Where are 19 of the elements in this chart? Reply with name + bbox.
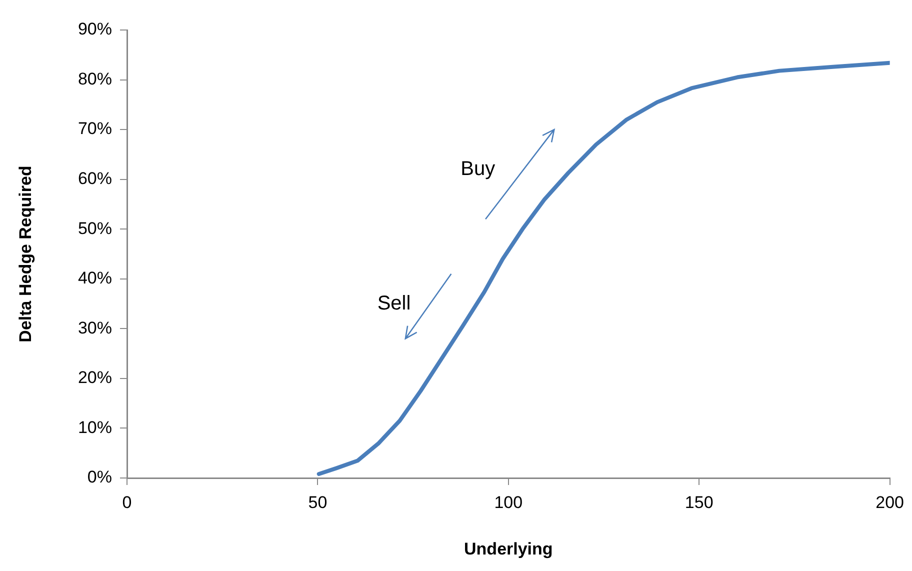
x-tick-label: 150 xyxy=(684,492,714,512)
y-tick-label: 40% xyxy=(78,268,112,288)
y-tick-label: 30% xyxy=(78,318,112,338)
x-tick-label: 100 xyxy=(494,492,523,512)
y-tick-label: 0% xyxy=(87,468,112,487)
x-axis-title: Underlying xyxy=(464,539,553,558)
y-tick-label: 70% xyxy=(78,119,112,138)
y-tick-label: 90% xyxy=(78,20,112,39)
annotation: Buy xyxy=(460,158,496,180)
y-axis-title: Delta Hedge Required xyxy=(16,166,35,342)
y-tick-label: 20% xyxy=(78,368,112,388)
x-tick-label: 50 xyxy=(308,492,328,512)
annotation: Sell xyxy=(377,292,411,314)
y-tick-label: 60% xyxy=(78,169,112,188)
x-tick-label: 200 xyxy=(876,492,904,512)
y-tick-label: 50% xyxy=(78,218,112,238)
y-tick-label: 80% xyxy=(78,69,112,88)
y-tick-label: 10% xyxy=(78,418,112,437)
x-tick-label: 0 xyxy=(122,492,132,512)
